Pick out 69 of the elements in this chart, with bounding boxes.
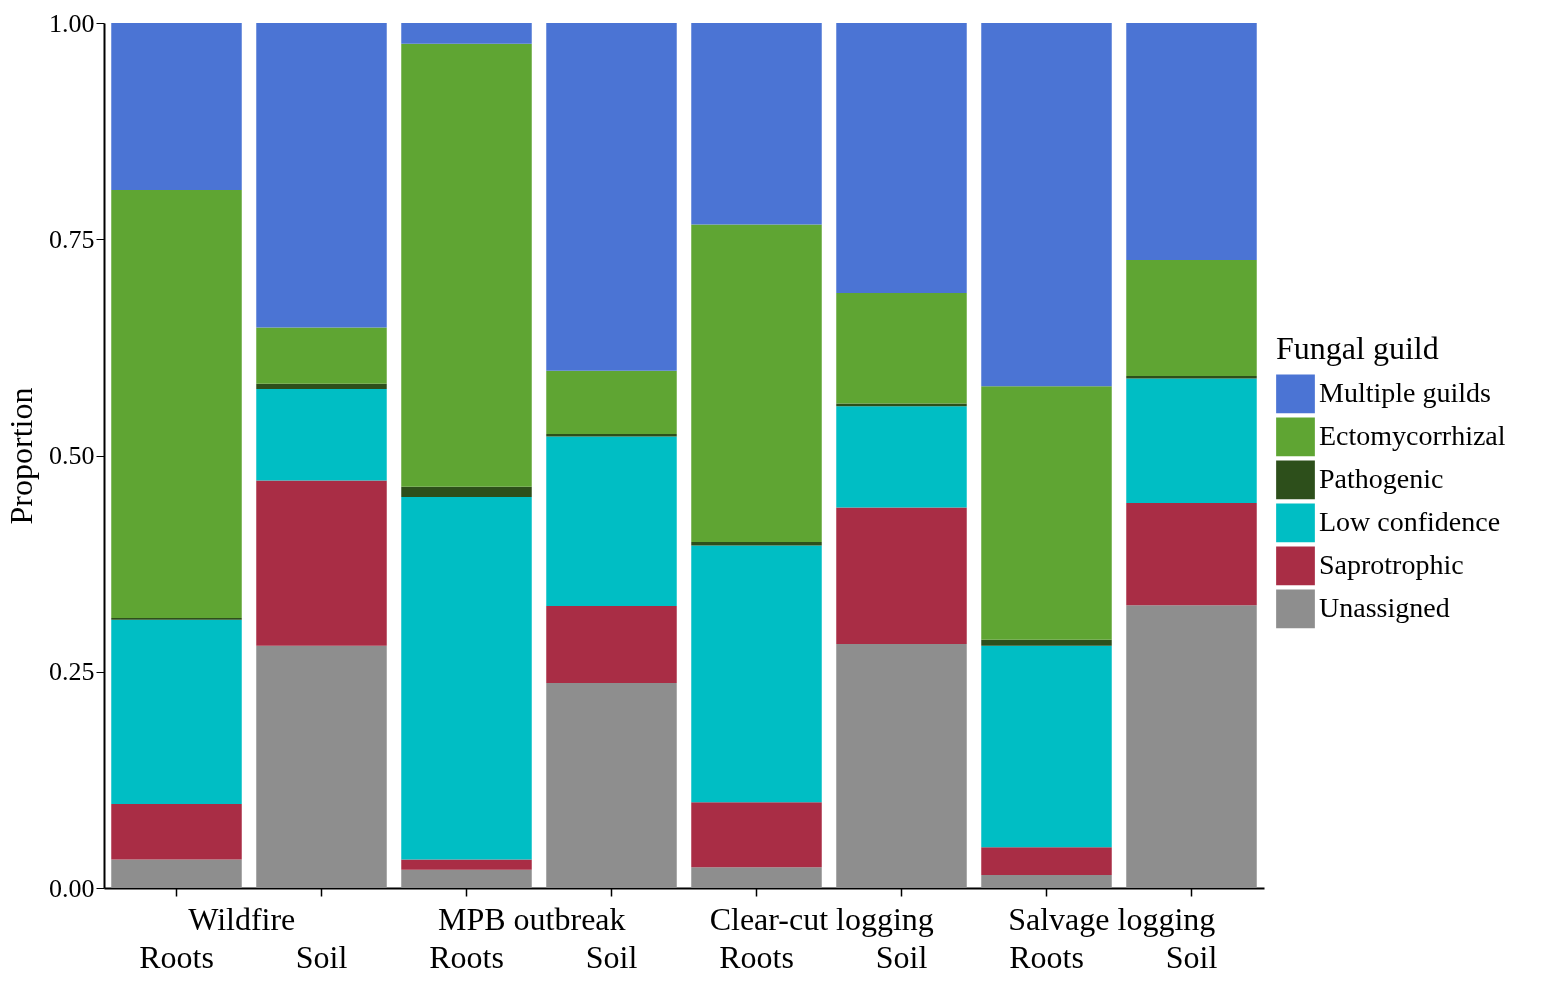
bar <box>111 619 242 805</box>
bar <box>256 480 387 646</box>
text: Salvage logging <box>1008 901 1216 937</box>
x-tick-label: Soil <box>875 938 928 975</box>
bar <box>111 804 242 860</box>
legend-label: Unassigned <box>1319 591 1450 623</box>
bar <box>111 23 242 190</box>
x-tick-label: Soil <box>1165 938 1218 975</box>
legend-title: Fungal guild <box>1276 330 1439 367</box>
text: Clear-cut logging <box>709 901 934 937</box>
bar <box>836 23 967 293</box>
bar <box>401 486 532 498</box>
text: MPB outbreak <box>437 901 626 937</box>
y-tick-label: 0.50 <box>49 441 95 470</box>
y-axis-title: Proportion <box>3 387 39 525</box>
bar <box>1126 23 1257 261</box>
bar <box>1126 605 1257 888</box>
bar <box>256 388 387 481</box>
bar <box>836 406 967 508</box>
bar <box>546 23 677 371</box>
bar <box>401 23 532 44</box>
bar <box>981 386 1112 640</box>
y-tick-label: 0.75 <box>49 224 95 254</box>
x-tick-label: Roots <box>719 938 794 975</box>
bar <box>981 645 1112 848</box>
x-tick-label: Roots <box>1009 938 1084 975</box>
bar <box>401 43 532 487</box>
bar <box>836 644 967 888</box>
bar <box>546 606 677 683</box>
bar <box>981 639 1112 646</box>
bar <box>981 23 1112 387</box>
bar <box>111 859 242 888</box>
bar <box>691 224 822 542</box>
text: Wildfire <box>188 901 296 937</box>
bar <box>691 802 822 868</box>
bar <box>836 292 967 404</box>
bar <box>546 370 677 434</box>
bar <box>691 545 822 803</box>
bar <box>111 189 242 619</box>
bar <box>1126 378 1257 504</box>
bar <box>1126 503 1257 606</box>
bar <box>401 497 532 860</box>
x-tick-label: Soil <box>585 938 638 975</box>
legend-label: Ectomycorrhizal <box>1319 419 1506 451</box>
bar <box>546 683 677 888</box>
y-tick-label: 1.00 <box>49 8 95 38</box>
bar <box>691 23 822 225</box>
legend-label: Multiple guilds <box>1319 376 1491 408</box>
bar <box>401 869 532 888</box>
legend-label: Pathogenic <box>1319 462 1444 494</box>
legend-label: Saprotrophic <box>1319 548 1464 580</box>
bar <box>691 867 822 888</box>
bar <box>256 383 387 389</box>
bar <box>1126 375 1257 379</box>
bar <box>1126 260 1257 376</box>
y-tick-label: 0.00 <box>49 873 95 903</box>
x-tick-label: Roots <box>429 938 504 975</box>
x-tick-label: Roots <box>139 938 214 975</box>
x-tick-label: Soil <box>295 938 348 975</box>
bar <box>256 23 387 328</box>
bar <box>401 859 532 870</box>
bar <box>546 436 677 607</box>
bar <box>981 847 1112 876</box>
bar <box>981 875 1112 888</box>
bar <box>256 327 387 384</box>
y-tick-label: 0.25 <box>49 657 95 687</box>
legend-label: Low confidence <box>1319 505 1501 537</box>
bar <box>836 507 967 645</box>
bar <box>256 645 387 888</box>
